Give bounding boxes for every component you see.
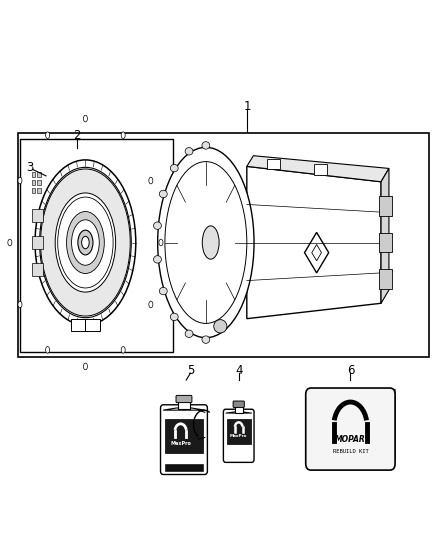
Bar [20, 139, 173, 352]
Text: 5: 5 [187, 364, 194, 377]
Text: 4: 4 [235, 364, 243, 377]
Bar [165, 419, 203, 453]
Bar [32, 209, 43, 222]
Ellipse shape [83, 363, 88, 370]
Ellipse shape [202, 142, 210, 149]
Bar [32, 188, 35, 193]
Bar [71, 319, 85, 331]
Bar [32, 236, 43, 249]
Bar [379, 233, 392, 252]
Text: 3: 3 [26, 161, 33, 174]
Ellipse shape [121, 132, 125, 139]
Bar [37, 180, 41, 185]
Bar [267, 159, 280, 169]
Ellipse shape [170, 313, 178, 321]
Ellipse shape [214, 320, 227, 333]
FancyBboxPatch shape [160, 405, 208, 474]
Text: MOPAR: MOPAR [335, 435, 366, 444]
Ellipse shape [8, 239, 12, 246]
Bar [314, 164, 327, 175]
Bar [379, 197, 392, 216]
Ellipse shape [158, 147, 254, 338]
Ellipse shape [46, 346, 49, 353]
Polygon shape [226, 412, 252, 413]
Bar [227, 418, 251, 445]
Polygon shape [247, 166, 381, 319]
Bar [234, 406, 243, 413]
Ellipse shape [202, 336, 210, 343]
Text: 6: 6 [346, 364, 354, 377]
Bar [18, 133, 429, 357]
Ellipse shape [159, 239, 163, 246]
Ellipse shape [159, 287, 167, 295]
Ellipse shape [67, 212, 104, 273]
Ellipse shape [39, 167, 131, 318]
Bar [178, 401, 190, 409]
Ellipse shape [81, 236, 89, 249]
Text: REBUILD KIT: REBUILD KIT [332, 449, 368, 454]
Text: MaxPro: MaxPro [170, 441, 191, 446]
FancyBboxPatch shape [233, 401, 244, 407]
Bar [379, 269, 392, 288]
Polygon shape [381, 168, 389, 303]
Bar [32, 180, 35, 185]
FancyBboxPatch shape [223, 409, 254, 462]
Bar [32, 263, 43, 276]
FancyBboxPatch shape [306, 388, 395, 470]
Ellipse shape [165, 161, 247, 324]
Ellipse shape [149, 177, 153, 184]
Ellipse shape [170, 164, 178, 172]
FancyBboxPatch shape [176, 395, 192, 402]
Ellipse shape [18, 301, 22, 308]
Ellipse shape [71, 220, 99, 265]
Ellipse shape [154, 222, 162, 229]
Ellipse shape [46, 132, 49, 139]
Text: MaxPro: MaxPro [230, 434, 247, 439]
Ellipse shape [78, 230, 93, 255]
Text: 1: 1 [244, 100, 251, 113]
Text: 2: 2 [73, 130, 81, 142]
Ellipse shape [55, 193, 116, 292]
Bar [37, 188, 41, 193]
Ellipse shape [185, 330, 193, 337]
Ellipse shape [154, 256, 162, 263]
Bar [32, 172, 35, 177]
Bar [37, 172, 41, 177]
Bar [85, 319, 99, 331]
Ellipse shape [18, 177, 22, 184]
Polygon shape [390, 389, 395, 464]
Ellipse shape [121, 346, 125, 353]
Ellipse shape [202, 226, 219, 259]
Ellipse shape [149, 301, 153, 308]
Ellipse shape [185, 148, 193, 155]
Ellipse shape [58, 197, 113, 288]
Polygon shape [163, 408, 205, 410]
Ellipse shape [159, 190, 167, 198]
Ellipse shape [83, 115, 88, 122]
Bar [165, 464, 203, 471]
Ellipse shape [41, 169, 130, 316]
Polygon shape [247, 156, 389, 182]
